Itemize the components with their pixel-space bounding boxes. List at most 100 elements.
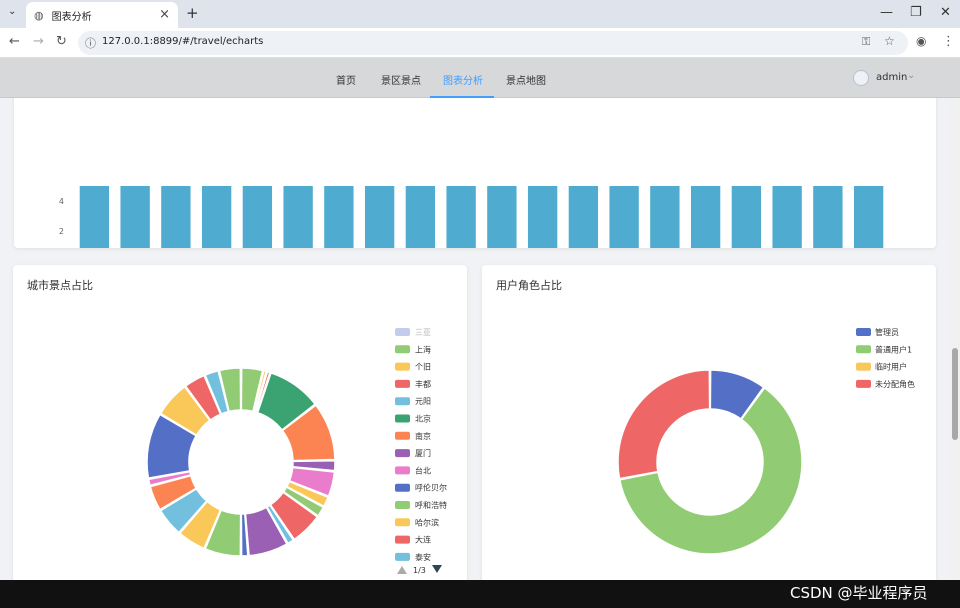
- profile-icon[interactable]: ◉: [916, 34, 927, 48]
- legend-swatch: [856, 379, 871, 388]
- legend-label: 南京: [415, 431, 431, 441]
- browser-tab-strip: ⌄ ◍ 图表分析 × + — ❐ ✕: [0, 0, 960, 28]
- pie-slice: [159, 386, 211, 436]
- legend-label: 哈尔滨: [415, 517, 439, 527]
- legend-label: 泰安: [415, 552, 431, 562]
- minimize-icon[interactable]: —: [880, 5, 893, 20]
- bar: [772, 186, 802, 248]
- legend-item: 未分配角色: [856, 379, 915, 389]
- close-window-icon[interactable]: ✕: [940, 5, 951, 20]
- bar: [324, 186, 354, 248]
- page-scrollbar[interactable]: [950, 98, 960, 580]
- pie-slice: [146, 413, 197, 479]
- legend-label: 丰都: [415, 379, 431, 389]
- city-card-title: 城市景点占比: [27, 279, 93, 292]
- legend-swatch: [395, 552, 410, 561]
- legend-item: 泰安: [395, 552, 431, 562]
- bookmark-star-icon[interactable]: ☆: [884, 34, 895, 48]
- pie-slice: [204, 509, 242, 557]
- pie-slice: [256, 372, 316, 431]
- bar: [120, 186, 150, 248]
- legend-item: 北京: [395, 414, 431, 424]
- menu-attractions[interactable]: 景区景点: [381, 76, 421, 87]
- legend-swatch: [395, 518, 410, 527]
- menu-attraction-map[interactable]: 景点地图: [506, 76, 546, 87]
- bar: [405, 186, 436, 248]
- bar: [242, 186, 273, 248]
- bar: [283, 186, 313, 248]
- bar: [487, 186, 517, 248]
- chevron-down-icon[interactable]: ⌄: [907, 70, 916, 81]
- scrollbar-thumb[interactable]: [952, 348, 958, 440]
- legend-item: 上海: [395, 344, 431, 354]
- bar: [650, 186, 680, 248]
- y-tick-label: 2: [59, 227, 64, 236]
- pie-slice: [709, 369, 765, 420]
- legend-item: 呼和浩特: [395, 500, 447, 510]
- bar: [364, 186, 395, 248]
- bar: [690, 186, 721, 248]
- legend-label: 台北: [415, 465, 431, 475]
- bar: [527, 186, 558, 248]
- pie-slice: [218, 367, 242, 413]
- legend-item: 元阳: [395, 397, 431, 406]
- more-menu-icon[interactable]: ⋮: [942, 34, 955, 49]
- close-tab-icon[interactable]: ×: [159, 7, 170, 22]
- new-tab-icon[interactable]: +: [186, 4, 199, 22]
- bar: [568, 186, 599, 248]
- bar: [853, 186, 884, 248]
- legend-swatch: [395, 483, 410, 492]
- pie-slice: [244, 506, 288, 557]
- pie-slice: [619, 387, 803, 555]
- bar: [79, 186, 110, 248]
- legend-item: 管理员: [856, 327, 899, 337]
- legend-swatch: [395, 379, 410, 388]
- reload-icon[interactable]: ↻: [56, 34, 67, 49]
- site-info-icon[interactable]: ⓘ: [85, 37, 96, 50]
- bar: [161, 186, 191, 248]
- forward-icon[interactable]: →: [33, 34, 44, 49]
- maximize-icon[interactable]: ❐: [910, 5, 922, 20]
- legend-swatch: [856, 328, 871, 336]
- avatar[interactable]: [853, 70, 869, 86]
- legend-label: 未分配角色: [875, 379, 915, 389]
- os-taskbar: [0, 580, 960, 608]
- legend-item: 南京: [395, 431, 431, 441]
- legend-item: 个旧: [395, 362, 431, 372]
- legend-swatch: [856, 362, 871, 371]
- address-bar: ← → ↻ ⓘ 127.0.0.1:8899/#/travel/echarts …: [0, 28, 960, 58]
- pager-text: 1/3: [413, 566, 426, 575]
- menu-chart-analysis[interactable]: 图表分析: [443, 76, 483, 87]
- menu-home[interactable]: 首页: [336, 76, 356, 87]
- legend-swatch: [395, 535, 410, 544]
- role-pie-card: 用户角色占比 管理员 普通用户1 临时用户 未分配角色: [482, 265, 936, 580]
- bar: [446, 186, 476, 248]
- watermark-text: CSDN @毕业程序员: [790, 584, 928, 602]
- app-header: 首页 景区景点 图表分析 景点地图 admin ⌄: [0, 58, 960, 98]
- legend-item: 大连: [395, 535, 431, 545]
- legend-item: 普通用户1: [856, 344, 912, 354]
- back-icon[interactable]: ←: [9, 34, 20, 49]
- bar-chart: 024亚龙湾兰德斯冰世界三亚千古情鹿回头风景区新世纪金沙湾俱乐部三亚亚特兰蒂斯C…: [59, 186, 884, 248]
- legend-item: 临时用户: [856, 362, 907, 372]
- legend-swatch: [856, 345, 871, 354]
- legend-label: 大连: [415, 535, 431, 545]
- pie-slice: [269, 491, 319, 541]
- browser-tab[interactable]: ◍ 图表分析 ×: [26, 2, 178, 28]
- legend-label: 厦门: [415, 448, 431, 458]
- legend-item: 三亚: [395, 328, 431, 337]
- legend-label: 普通用户1: [875, 344, 912, 354]
- url-text: 127.0.0.1:8899/#/travel/echarts: [102, 36, 264, 47]
- password-key-icon[interactable]: ⚿: [862, 35, 871, 48]
- bar: [731, 186, 762, 248]
- pager-up-icon: [397, 566, 407, 574]
- legend-label: 上海: [415, 344, 431, 354]
- username[interactable]: admin: [876, 72, 908, 83]
- main-content: 024亚龙湾兰德斯冰世界三亚千古情鹿回头风景区新世纪金沙湾俱乐部三亚亚特兰蒂斯C…: [0, 98, 950, 580]
- legend-item: 丰都: [395, 379, 431, 389]
- tab-search-icon[interactable]: ⌄: [8, 6, 17, 17]
- url-field[interactable]: ⓘ 127.0.0.1:8899/#/travel/echarts ⚿ ☆: [78, 31, 908, 55]
- pie-slice: [617, 369, 711, 480]
